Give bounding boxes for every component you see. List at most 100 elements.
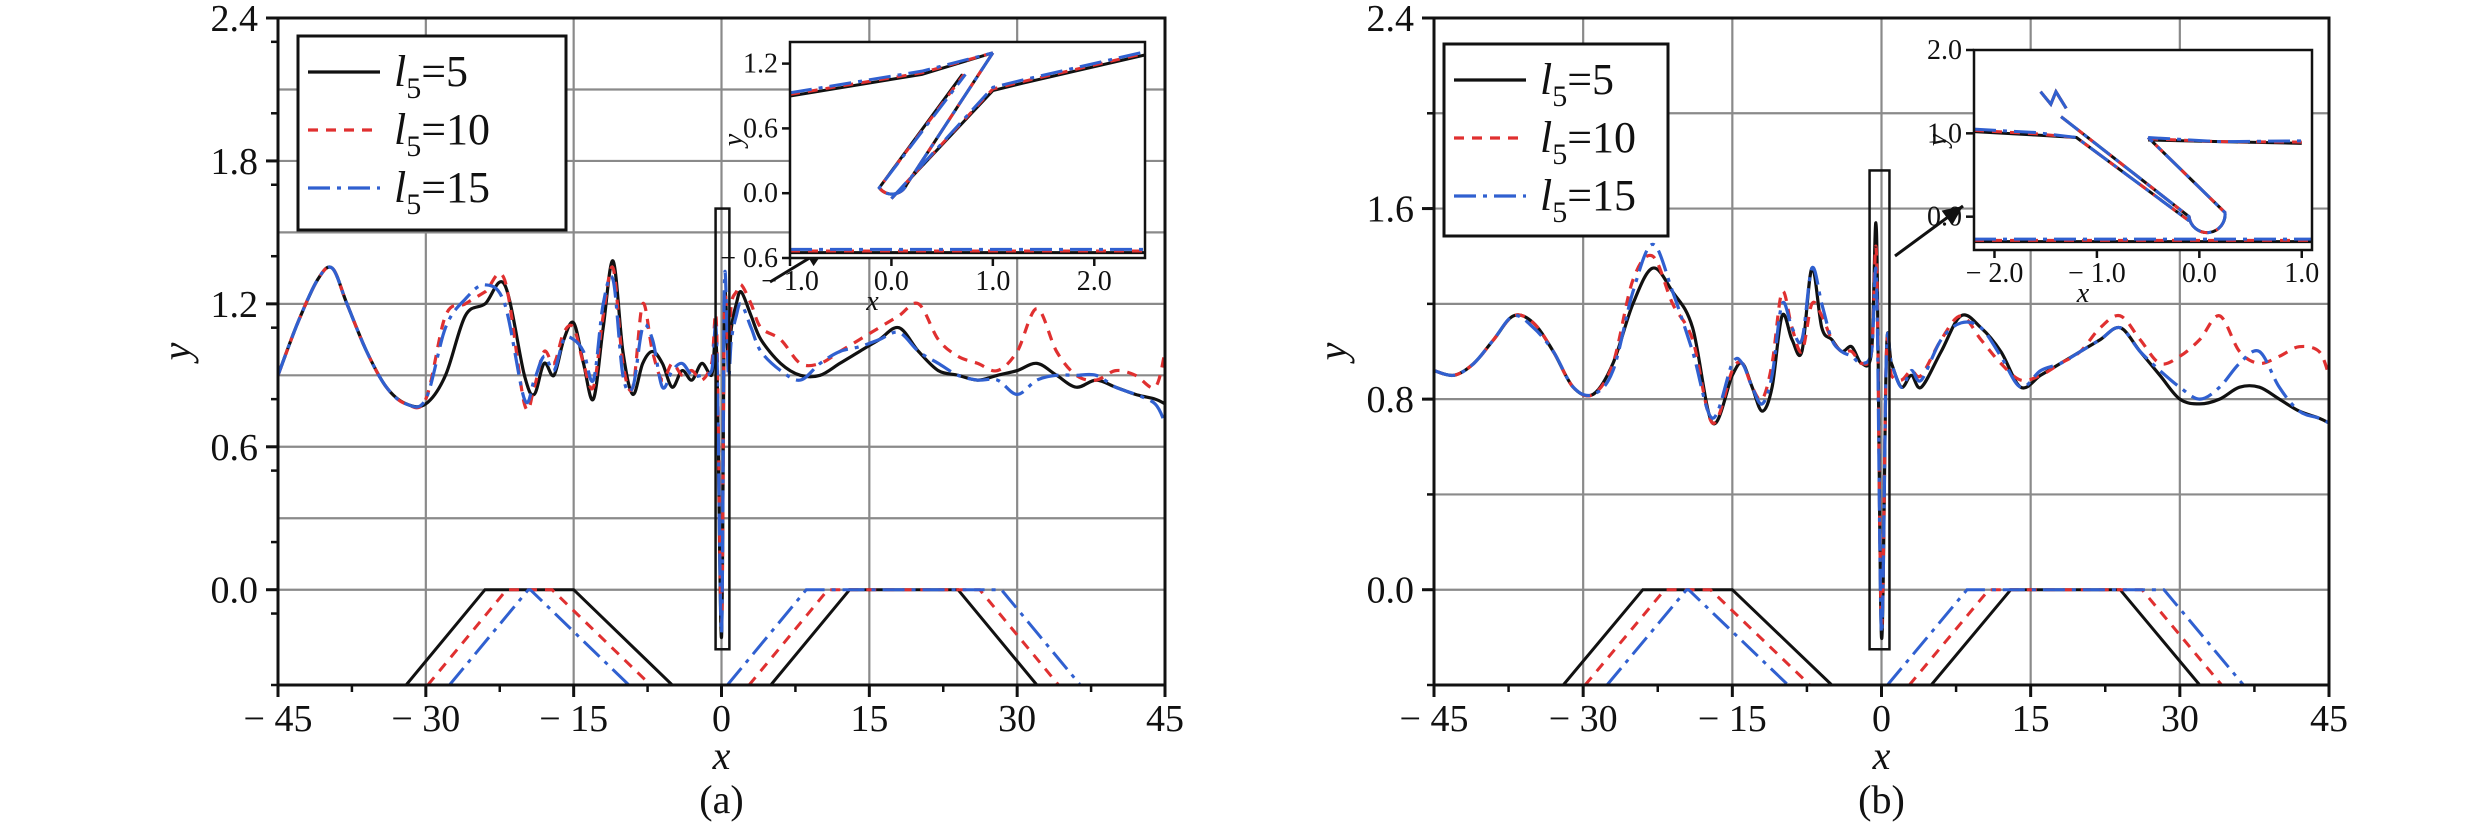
obstacle-group: [1562, 588, 2245, 685]
obstacle-outline: [1886, 588, 2245, 685]
legend-label-prefix: l: [1540, 55, 1552, 104]
inset-x-tick-label: 0.0: [874, 266, 909, 297]
x-tick-label: − 45: [1400, 698, 1469, 740]
legend-label: l5=5: [1540, 55, 1614, 113]
legend-label-suffix: =10: [1567, 113, 1636, 162]
series-line: [278, 259, 1165, 640]
x-tick-label: 45: [1146, 698, 1184, 740]
legend-label-sub: 5: [406, 188, 421, 221]
legend-label-prefix: l: [1540, 171, 1552, 220]
x-tick-label: 15: [2012, 698, 2050, 740]
x-axis-label: x: [1872, 733, 1891, 778]
y-tick-label: 0.6: [211, 427, 259, 469]
inset: − 1.0 0.0 1.0 2.0 − 0.6 0.0 0.6 1.2 x y: [718, 40, 1147, 317]
x-tick-label: − 30: [1549, 698, 1618, 740]
inset-jet: [2039, 88, 2068, 110]
legend-label-suffix: =10: [421, 105, 490, 154]
legend-box: [1442, 42, 1670, 238]
inset-x-label: x: [865, 286, 879, 317]
inset-x-tick-label: − 2.0: [1966, 258, 2024, 289]
legend-box: [296, 34, 568, 232]
inset-background: [1974, 50, 2312, 250]
y-tick-label: 1.6: [1367, 189, 1415, 231]
legend-label-sub: 5: [1552, 138, 1567, 171]
obstacle-outline: [404, 588, 674, 685]
series-line: [1434, 244, 2329, 628]
legend-label-prefix: l: [394, 163, 406, 212]
obstacle-outline: [1930, 588, 2201, 685]
inset-x-tick-label: − 1.0: [2068, 258, 2126, 289]
y-tick-label: 0.0: [211, 570, 259, 612]
legend-label-sub: 5: [1552, 80, 1567, 113]
inset-surface-right: [890, 50, 1145, 200]
legend-label-prefix: l: [394, 47, 406, 96]
legend-label: l5=10: [394, 105, 490, 163]
chart-panel-b: 0.00.81.62.4− 45− 30− 15 0 15 30 45xy(b)l5=5…: [1310, 0, 2348, 822]
y-tick-label: 0.0: [1367, 570, 1415, 612]
inset-y-label: y: [1922, 133, 1953, 149]
legend-label-suffix: =15: [421, 163, 490, 212]
legend-label-sub: 5: [406, 130, 421, 163]
series-group: [278, 259, 1165, 640]
x-tick-label: 30: [2161, 698, 2199, 740]
inset-background: [790, 42, 1145, 258]
obstacle-outline: [1908, 588, 2223, 685]
inset-x-tick-label: 1.0: [2284, 258, 2319, 289]
obstacle-outline: [448, 588, 630, 685]
inset-x-label: x: [2076, 278, 2090, 309]
inset-surface-right: [2148, 136, 2302, 144]
inset-frame: [788, 40, 1147, 260]
legend-label-suffix: =5: [1567, 55, 1614, 104]
legend-label-sub: 5: [406, 72, 421, 105]
x-tick-label: 0: [712, 698, 731, 740]
x-tick-label: 30: [998, 698, 1036, 740]
x-tick-label: − 30: [391, 698, 460, 740]
x-tick-label: 45: [2310, 698, 2348, 740]
legend-label: l5=10: [1540, 113, 1636, 171]
inset-surface-left: [1974, 127, 2190, 223]
x-tick-label: − 15: [539, 698, 608, 740]
inset-x-tick-label: 0.0: [2182, 258, 2217, 289]
y-axis-label: y: [1310, 342, 1355, 364]
highlight-box: [714, 207, 731, 651]
x-tick-label: 0: [1872, 698, 1891, 740]
x-tick-label: − 45: [244, 698, 313, 740]
inset-y-tick-label: 1.0: [1927, 118, 1962, 149]
highlight-box: [1868, 169, 1891, 651]
inset-x-tick-label: − 1.0: [761, 266, 819, 297]
legend-label-prefix: l: [394, 105, 406, 154]
obstacle-outline: [1562, 588, 1833, 685]
inset-surface: [790, 51, 994, 96]
legend-label: l5=5: [394, 47, 468, 105]
inset-x-tick-label: 1.0: [975, 266, 1010, 297]
obstacle-outline: [769, 588, 1039, 685]
inset-y-tick-label: 0.6: [743, 113, 778, 144]
inset-y-tick-label: 2.0: [1927, 35, 1962, 66]
legend-label-sub: 5: [1552, 196, 1567, 229]
y-tick-label: 2.4: [1367, 0, 1415, 40]
panel-label: (a): [699, 777, 743, 822]
x-axis-label: x: [712, 733, 731, 778]
y-tick-label: 0.8: [1367, 379, 1415, 421]
inset-obstacle: [2060, 115, 2227, 235]
inset-y-tick-label: 1.2: [743, 49, 778, 80]
inset-y-tick-label: − 0.6: [720, 243, 778, 274]
chart-panel-a: 0.0 0.6 1.2 1.8 2.4 − 45 − 30 − 15 0 15 30 45 x y (a) l…: [154, 0, 1184, 822]
series-group: [1434, 221, 2329, 640]
inset-lines: [1974, 88, 2312, 244]
obstacle-group: [404, 588, 1082, 685]
y-axis-label: y: [154, 342, 199, 364]
legend-label: l5=15: [1540, 171, 1636, 229]
y-tick-label: 1.2: [211, 284, 259, 326]
inset-y-tick-label: 0.0: [1927, 202, 1962, 233]
obstacle-outline: [726, 588, 1082, 685]
arrow-head: [1941, 206, 1963, 226]
inset-lines: [790, 50, 1145, 255]
panel-label: (b): [1858, 777, 1905, 822]
inset-surface: [790, 51, 994, 95]
obstacle-outline: [1605, 588, 1790, 685]
y-tick-label: 2.4: [211, 0, 259, 40]
legend-label-prefix: l: [1540, 113, 1552, 162]
